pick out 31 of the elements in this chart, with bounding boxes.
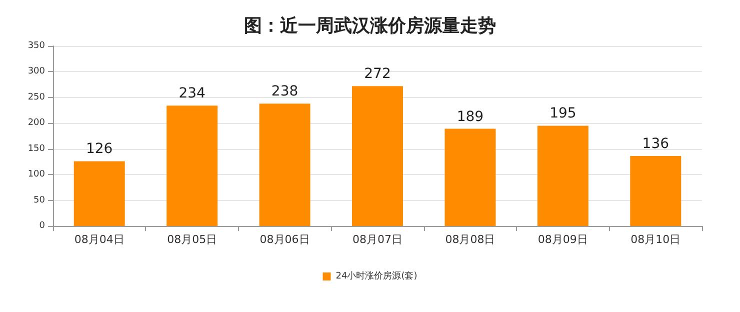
y-tick-label: 100 xyxy=(28,170,46,180)
data-label: 234 xyxy=(178,86,206,102)
y-tick-label: 350 xyxy=(28,41,46,51)
x-tick-label: 08月06日 xyxy=(260,233,310,246)
y-tick-label: 250 xyxy=(28,92,46,102)
bar xyxy=(352,86,403,226)
bar xyxy=(444,128,496,226)
legend-label: 24小时涨价房源(套) xyxy=(336,270,418,282)
bar xyxy=(630,156,682,226)
data-label: 238 xyxy=(271,84,298,100)
y-tick-label: 200 xyxy=(28,118,46,128)
chart-title: 图：近一周武汉涨价房源量走势 xyxy=(244,16,496,36)
data-label: 272 xyxy=(364,66,391,82)
x-tick-label: 08月05日 xyxy=(167,233,218,246)
y-tick-label: 0 xyxy=(39,221,46,231)
data-label: 136 xyxy=(642,136,670,152)
x-tick-label: 08月07日 xyxy=(352,233,402,246)
x-tick-label: 08月04日 xyxy=(74,233,124,246)
data-label: 189 xyxy=(456,108,484,125)
x-tick-label: 08月08日 xyxy=(445,233,496,246)
bar xyxy=(74,161,125,226)
bar xyxy=(537,126,588,226)
bar xyxy=(259,104,310,226)
y-tick-label: 300 xyxy=(28,66,46,77)
x-tick-label: 08月09日 xyxy=(538,233,588,246)
bar xyxy=(166,106,218,226)
y-tick-label: 50 xyxy=(34,195,46,206)
data-label: 126 xyxy=(86,141,113,158)
data-label: 195 xyxy=(550,106,576,122)
y-tick-label: 150 xyxy=(28,144,46,154)
x-tick-label: 08月10日 xyxy=(630,233,681,246)
